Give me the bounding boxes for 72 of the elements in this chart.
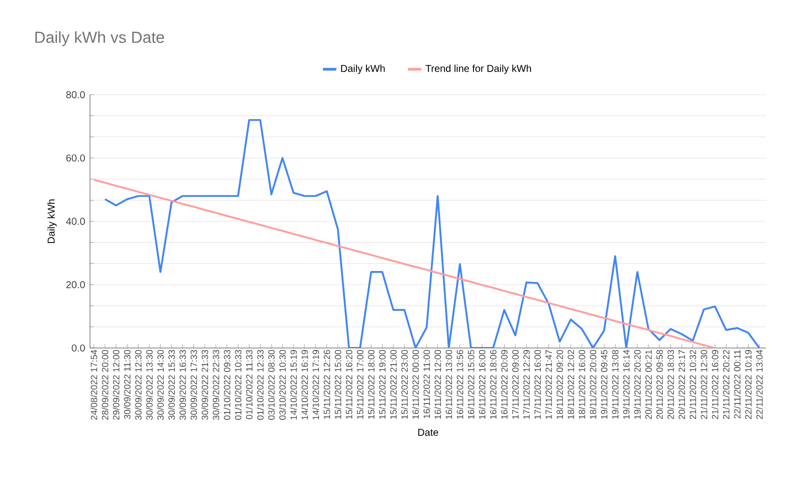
x-tick-label: 01/10/2022 09:33: [224, 350, 230, 420]
x-tick-label: 16/11/2022 16:00: [478, 350, 486, 419]
x-tick-label: 14/10/2022 17:19: [312, 350, 320, 420]
x-tick-label: 20/11/2022 23:17: [678, 350, 686, 420]
x-tick-label: 15/11/2022 15:00: [334, 350, 342, 419]
x-tick-label: 28/09/2022 20:00: [102, 350, 108, 420]
x-tick-label: 16/11/2022 11:00: [423, 350, 430, 418]
x-tick-label: 18/11/2022 16:00: [578, 350, 586, 419]
x-tick-label: 15/11/2022 23:00: [401, 350, 408, 419]
x-tick-label: 16/11/2022 13:56: [456, 350, 464, 419]
x-tick-label: 22/11/2022 00:11: [734, 350, 740, 418]
x-tick-label: 30/09/2022 17:33: [190, 350, 198, 420]
x-tick-label: 19/11/2022 16:14: [622, 350, 630, 419]
x-tick-label: 15/11/2022 16:20: [346, 350, 352, 419]
x-tick-label: 29/09/2022 12:00: [112, 350, 120, 420]
x-tick-label: 30/09/2022 22:33: [212, 350, 220, 420]
x-tick-label: 30/09/2022 13:30: [146, 350, 153, 420]
x-tick-label: 15/11/2022 19:00: [378, 350, 386, 419]
x-tick-label: 14/10/2022 15:19: [290, 350, 297, 420]
x-tick-label: 16/11/2022 00:00: [412, 350, 419, 419]
x-tick-label: 22/11/2022 10:19: [744, 350, 752, 420]
x-tick-label: 21/11/2022 10:32: [689, 350, 696, 420]
x-tick-label: 30/09/2022 14:30: [157, 350, 164, 420]
y-tick-label: 60.0: [66, 154, 85, 162]
x-tick-label: 01/10/2022 10:33: [234, 350, 242, 420]
line-series: [92, 178, 716, 348]
x-tick-label: 03/10/2022 10:30: [279, 350, 286, 420]
x-tick-label: 19/11/2022 20:20: [634, 350, 641, 419]
x-tick-label: 30/09/2022 12:30: [134, 350, 142, 420]
x-tick-label: 30/09/2022 21:33: [201, 350, 208, 420]
x-tick-label: 22/11/2022 13:04: [756, 350, 763, 420]
x-tick-label: 19/11/2022 13:08: [612, 350, 618, 419]
x-tick-label: 20/11/2022 18:03: [667, 350, 674, 420]
y-axis-title: Daily kWh: [47, 199, 57, 244]
y-tick-label: 0.0: [72, 344, 85, 352]
y-tick-label: 40.0: [66, 218, 85, 225]
x-tick-label: 20/11/2022 09:58: [656, 350, 663, 420]
x-tick-label: 17/11/2022 12:29: [523, 350, 530, 419]
x-tick-label: 16/11/2022 12:00: [434, 350, 442, 419]
x-tick-label: 16/11/2022 13:00: [445, 350, 452, 419]
x-tick-label: 15/11/2022 18:00: [368, 350, 374, 419]
legend-label: Trend line for Daily kWh: [426, 64, 531, 74]
x-tick-label: 21/11/2022 20:22: [722, 350, 730, 420]
x-tick-label: 17/11/2022 16:00: [534, 350, 541, 419]
x-tick-label: 17/11/2022 09:00: [512, 350, 519, 419]
x-tick-label: 30/09/2022 16:33: [179, 350, 186, 420]
x-tick-label: 14/10/2022 16:19: [301, 350, 308, 420]
x-tick-label: 17/11/2022 21:47: [545, 350, 552, 419]
x-tick-label: 30/09/2022 11:30: [124, 350, 130, 420]
x-tick-label: 20/11/2022 00:21: [645, 350, 652, 420]
x-tick-label: 18/11/2022 12:02: [567, 350, 574, 419]
x-tick-label: 24/08/2022 17:54: [90, 350, 98, 420]
y-tick-label: 80.0: [66, 91, 85, 98]
x-tick-label: 01/10/2022 11:33: [246, 350, 252, 420]
x-tick-label: 21/11/2022 12:30: [700, 350, 708, 420]
x-tick-label: 16/11/2022 18:06: [490, 350, 496, 419]
x-tick-label: 18/11/2022 09:20: [556, 350, 564, 419]
legend-label: Daily kWh: [341, 64, 385, 74]
x-tick-label: 16/11/2022 20:09: [500, 350, 508, 419]
x-axis-title: Date: [418, 428, 438, 436]
x-tick-label: 16/11/2022 15:05: [468, 350, 474, 419]
x-tick-label: 15/11/2022 17:00: [356, 350, 364, 419]
x-tick-label: 30/09/2022 15:33: [168, 350, 175, 420]
x-tick-label: 15/11/2022 12:26: [323, 350, 330, 419]
chart-title: Daily kWh vs Date: [35, 31, 164, 46]
x-tick-label: 18/11/2022 20:00: [590, 350, 596, 419]
x-tick-label: 19/11/2022 09:45: [600, 350, 608, 419]
x-tick-label: 01/10/2022 12:33: [256, 350, 264, 420]
x-tick-label: 03/10/2022 08:30: [268, 350, 275, 420]
y-tick-label: 20.0: [66, 281, 85, 288]
x-tick-label: 15/11/2022 21:00: [390, 350, 397, 419]
x-tick-label: 21/11/2022 16:09: [712, 350, 718, 420]
